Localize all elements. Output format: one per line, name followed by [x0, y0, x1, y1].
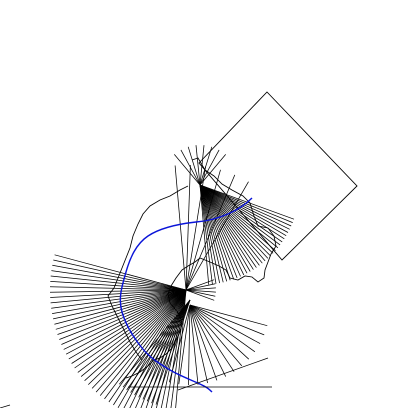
diagram-canvas	[0, 0, 408, 408]
